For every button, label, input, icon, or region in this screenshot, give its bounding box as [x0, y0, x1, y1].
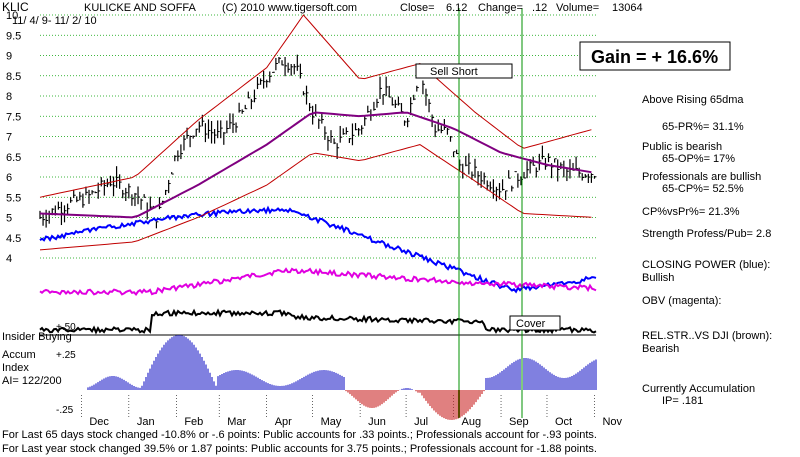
x-tick-label: Jun [368, 416, 386, 428]
accum-label: Accum [2, 349, 36, 361]
x-tick-label: Aug [462, 416, 482, 428]
minus25-label: -.25 [56, 405, 74, 416]
y-tick-label: 5.5 [6, 192, 21, 204]
rp-currently-accum: Currently Accumulation [642, 383, 755, 395]
gain-text: Gain = + 16.6% [591, 47, 718, 67]
index-label: Index [2, 362, 29, 374]
price-bars [39, 54, 597, 229]
rp-public: Public is bearish [642, 141, 722, 153]
x-tick-label: Apr [275, 416, 292, 428]
rp-ip: IP= .181 [662, 395, 703, 407]
y-tick-label: 8 [6, 91, 12, 103]
rp-closing-power: CLOSING POWER (blue): [642, 259, 770, 271]
closing-power-line [39, 205, 597, 294]
rp-above-65dma: Above Rising 65dma [642, 94, 744, 106]
y-tick-label: 7.5 [6, 111, 21, 123]
y-tick-label: 4.5 [6, 233, 21, 245]
x-tick-label: Oct [555, 416, 572, 428]
insider-buying-label: Insider Buying [2, 331, 72, 343]
ticker: KLIC [2, 0, 29, 14]
rel-str-line [39, 308, 597, 335]
plus25-label: +.25 [56, 350, 76, 361]
copyright: (C) 2010 www.tigersoft.com [222, 2, 357, 14]
close-label: Close= [400, 2, 435, 14]
footer-line1: For Last 65 days stock changed -10.8% or… [2, 429, 597, 441]
cover-box [509, 315, 561, 331]
y-tick-label: 7 [6, 132, 12, 144]
x-tick-label: Jan [137, 416, 155, 428]
change-label: Change= [478, 2, 523, 14]
volume-value: 13064 [612, 2, 643, 14]
change-value: .12 [532, 2, 547, 14]
rp-cp: 65-CP%= 52.5% [662, 183, 744, 195]
rp-relstr: REL.STR..VS DJI (brown): [642, 330, 772, 342]
rp-relstr-value: Bearish [642, 343, 679, 355]
y-tick-label: 6 [6, 172, 12, 184]
plus50-label: +.50 [56, 322, 76, 333]
65-dma-line [39, 111, 592, 219]
rp-closing-power-value: Bullish [642, 272, 674, 284]
lower-band-line [39, 144, 592, 251]
obv-line [39, 267, 597, 296]
sell-short-box [415, 63, 513, 79]
x-tick-label: Dec [89, 416, 109, 428]
x-tick-label: Feb [184, 416, 203, 428]
rp-op: 65-OP%= 17% [662, 153, 735, 165]
rp-professionals: Professionals are bullish [642, 171, 761, 183]
sell-short-label: Sell Short [430, 66, 478, 78]
x-tick-label: Nov [602, 416, 622, 428]
ai-label: AI= 122/200 [2, 375, 62, 387]
close-value: 6.12 [446, 2, 467, 14]
y-tick-label: 4 [6, 253, 12, 265]
volume-label: Volume= [556, 2, 599, 14]
date-range: 11/ 4/ 9- 11/ 2/ 10 [12, 15, 97, 27]
y-tick-label: 5 [6, 213, 12, 225]
rp-obv: OBV (magenta): [642, 295, 721, 307]
company-name: KULICKE AND SOFFA [84, 2, 197, 14]
gain-box [579, 41, 731, 71]
x-tick-label: Mar [227, 416, 246, 428]
rp-cpvspr: CP%vsPr%= 21.3% [642, 206, 740, 218]
footer-line2: For Last year stock changed 39.5% or 1.8… [2, 443, 597, 455]
cover-label: Cover [516, 318, 546, 330]
x-tick-label: Jul [414, 416, 428, 428]
month-gridlines [81, 395, 595, 418]
rp-pr: 65-PR%= 31.1% [662, 121, 744, 133]
upper-band-line [39, 14, 592, 198]
y-tick-label: 8.5 [6, 71, 21, 83]
y-tick-label: 9.5 [6, 30, 21, 42]
rp-strength: Strength Profess/Pub= 2.8 [642, 228, 771, 240]
accum-index-bars [87, 335, 597, 420]
y-tick-label: 10 [6, 10, 18, 22]
y-tick-label: 6.5 [6, 152, 21, 164]
x-tick-label: Sep [509, 416, 529, 428]
x-tick-label: May [321, 416, 342, 428]
y-tick-label: 9 [6, 51, 12, 63]
